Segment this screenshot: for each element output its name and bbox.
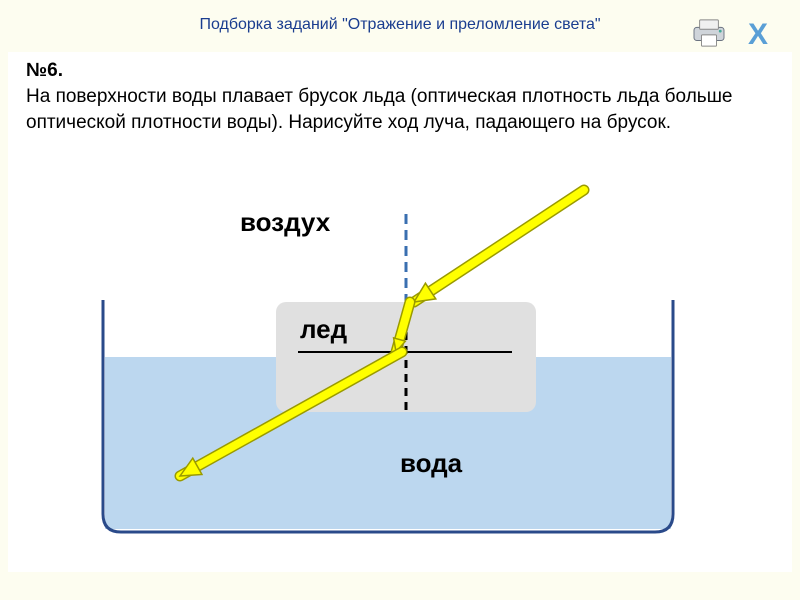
label-water: вода [400,448,462,479]
label-ice: лед [300,314,347,345]
content-panel: №6. На поверхности воды плавает брусок л… [8,52,792,572]
page-title: Подборка заданий "Отражение и преломлени… [20,16,780,34]
refraction-diagram [8,152,768,572]
header: Подборка заданий "Отражение и преломлени… [0,0,800,52]
diagram-container: воздух лед вода [8,152,792,572]
printer-icon[interactable] [690,18,728,48]
task-text: На поверхности воды плавает брусок льда … [26,84,774,135]
task-number: №6. [26,60,774,82]
label-air: воздух [240,207,350,238]
close-button[interactable]: Х [748,18,768,52]
